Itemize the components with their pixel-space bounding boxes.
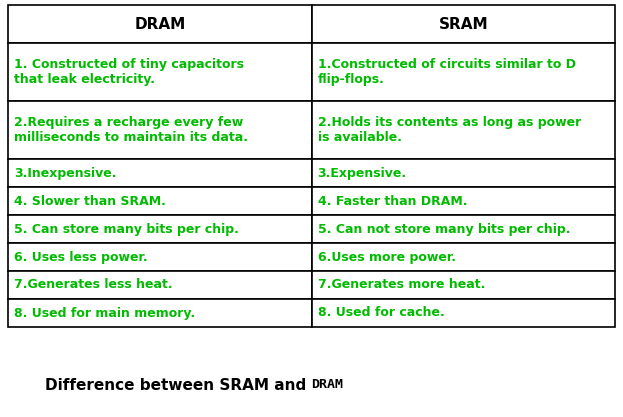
Bar <box>312 299 615 327</box>
Bar <box>8 271 312 299</box>
Bar <box>8 5 312 43</box>
Text: DRAM: DRAM <box>134 17 186 32</box>
Text: Difference between SRAM and: Difference between SRAM and <box>45 377 312 392</box>
Bar <box>8 43 312 101</box>
Bar <box>8 101 312 159</box>
Text: 3.Inexpensive.: 3.Inexpensive. <box>14 166 117 179</box>
Bar <box>312 243 615 271</box>
Bar <box>312 43 615 101</box>
Text: 5. Can not store many bits per chip.: 5. Can not store many bits per chip. <box>318 223 570 236</box>
Text: 2.Requires a recharge every few
milliseconds to maintain its data.: 2.Requires a recharge every few millisec… <box>14 116 248 144</box>
Bar <box>312 159 615 187</box>
Text: 2.Holds its contents as long as power
is available.: 2.Holds its contents as long as power is… <box>318 116 581 144</box>
Text: DRAM: DRAM <box>312 379 343 392</box>
Text: 8. Used for main memory.: 8. Used for main memory. <box>14 306 195 319</box>
Text: 4. Slower than SRAM.: 4. Slower than SRAM. <box>14 194 166 208</box>
Text: 7.Generates more heat.: 7.Generates more heat. <box>318 279 485 291</box>
Text: 1. Constructed of tiny capacitors
that leak electricity.: 1. Constructed of tiny capacitors that l… <box>14 58 244 86</box>
Text: 6.Uses more power.: 6.Uses more power. <box>318 251 455 264</box>
Text: 6. Uses less power.: 6. Uses less power. <box>14 251 148 264</box>
Text: 5. Can store many bits per chip.: 5. Can store many bits per chip. <box>14 223 239 236</box>
Bar <box>312 215 615 243</box>
Bar <box>8 299 312 327</box>
Bar <box>8 243 312 271</box>
Text: 7.Generates less heat.: 7.Generates less heat. <box>14 279 173 291</box>
Text: 3.Expensive.: 3.Expensive. <box>318 166 407 179</box>
Bar <box>312 5 615 43</box>
Bar <box>312 271 615 299</box>
Text: SRAM: SRAM <box>439 17 488 32</box>
Bar <box>8 159 312 187</box>
Text: 1.Constructed of circuits similar to D
flip-flops.: 1.Constructed of circuits similar to D f… <box>318 58 576 86</box>
Text: 4. Faster than DRAM.: 4. Faster than DRAM. <box>318 194 467 208</box>
Bar <box>8 187 312 215</box>
Text: 8. Used for cache.: 8. Used for cache. <box>318 306 444 319</box>
Bar <box>8 215 312 243</box>
Bar <box>312 101 615 159</box>
Bar <box>312 187 615 215</box>
